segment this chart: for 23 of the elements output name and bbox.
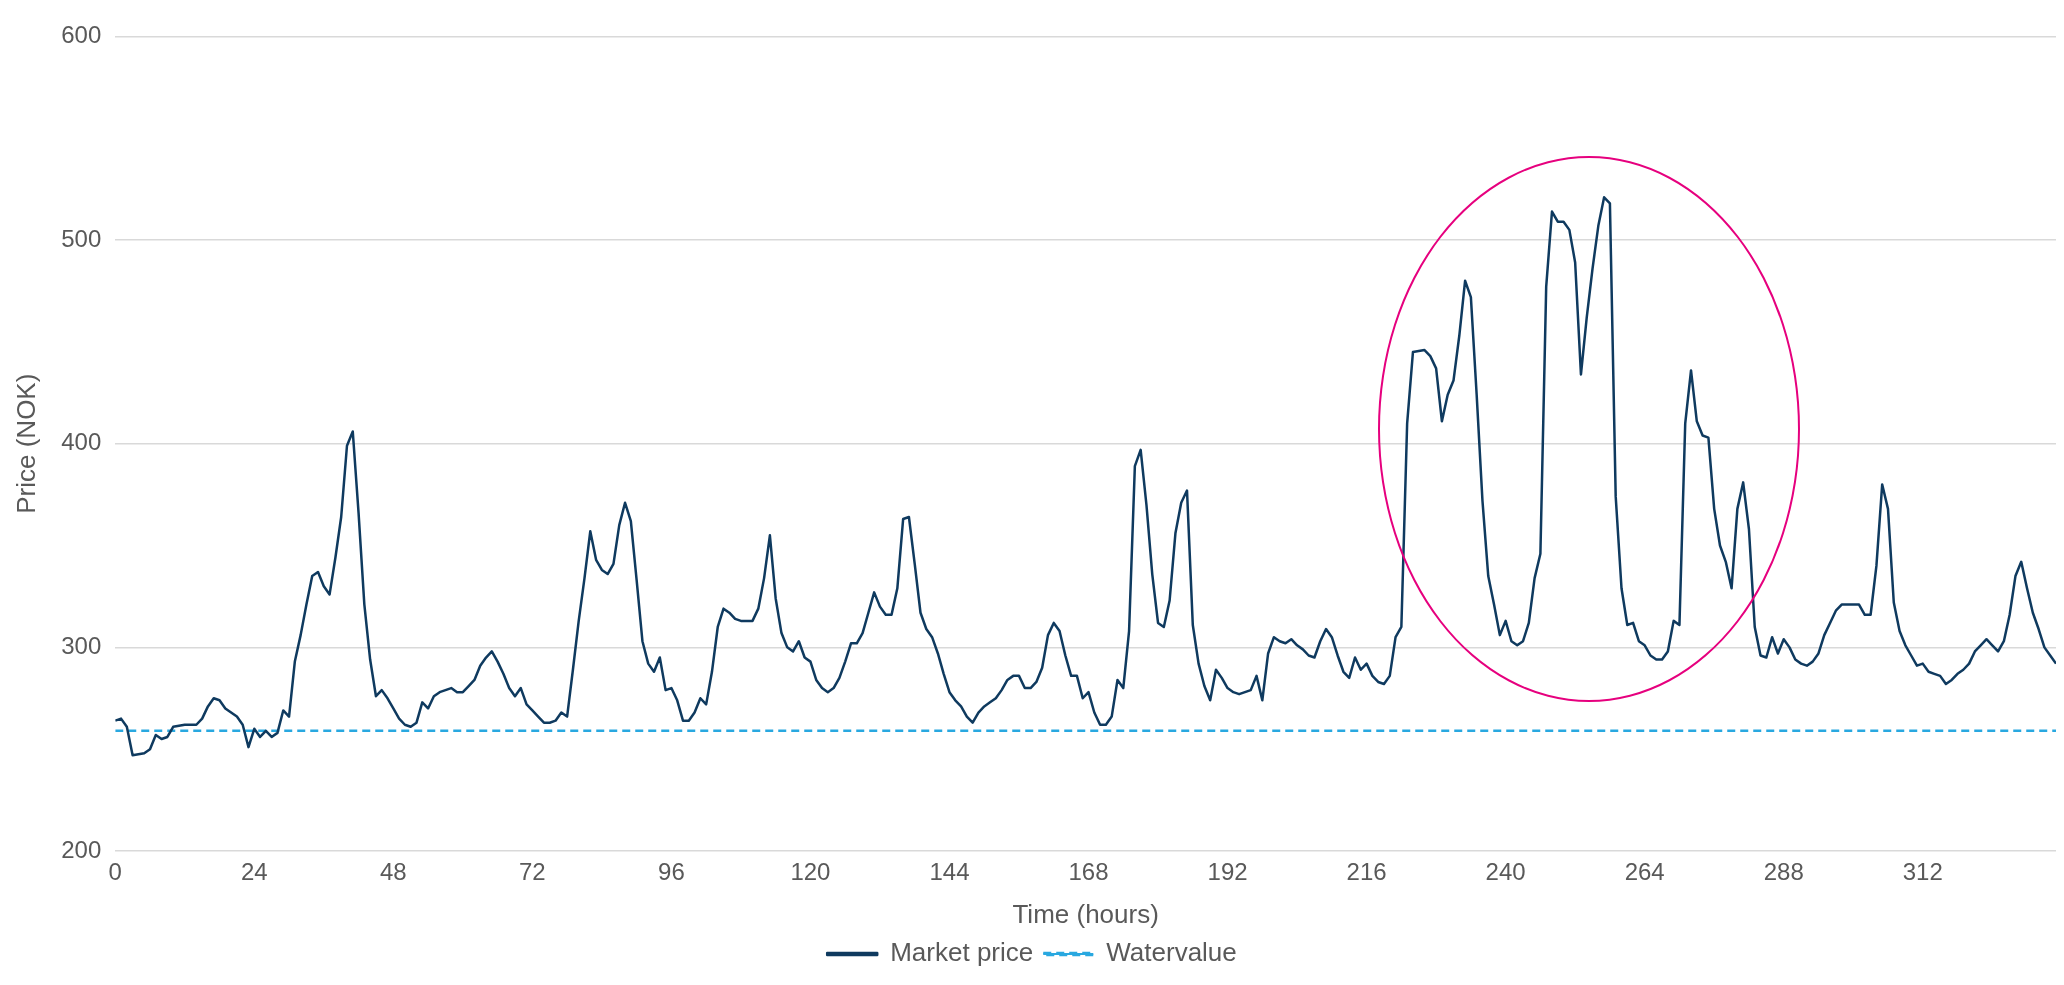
x-tick-label: 216 [1346,858,1387,886]
x-tick-label: 312 [1902,858,1943,886]
y-tick-label: 400 [61,428,102,456]
y-tick-label: 600 [61,21,102,49]
legend-label: Market price [890,937,1034,968]
x-tick-label: 72 [519,858,546,886]
x-tick-label: 24 [240,858,268,886]
x-tick-label: 240 [1485,858,1526,886]
x-axis-title: Time (hours) [1012,898,1159,929]
x-tick-label: 48 [379,858,407,886]
y-tick-label: 500 [61,224,102,252]
x-tick-label: 0 [108,858,122,886]
x-tick-label: 192 [1207,858,1248,886]
y-tick-label: 200 [61,835,102,863]
x-tick-label: 96 [658,858,685,886]
x-tick-label: 120 [790,858,831,886]
x-tick-label: 168 [1068,858,1109,886]
x-tick-label: 288 [1763,858,1804,886]
y-axis-title: Price (NOK) [10,373,41,514]
x-tick-label: 264 [1624,858,1665,886]
legend-label: Watervalue [1106,937,1237,968]
y-tick-label: 300 [61,631,102,659]
x-tick-label: 144 [929,858,970,886]
